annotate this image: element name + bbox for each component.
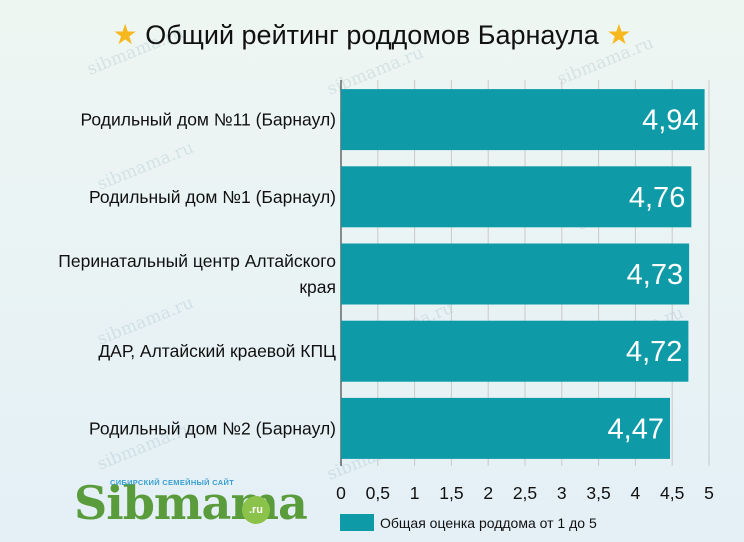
data-label: 4,94 (642, 105, 698, 137)
bar (341, 166, 692, 228)
tick-label: 2 (483, 483, 493, 503)
bar (341, 397, 670, 459)
legend-swatch (340, 514, 374, 531)
tick-label: 5 (704, 483, 714, 503)
star-icon: ★ (606, 19, 632, 50)
category-label: Перинатальный центр Алтайского (58, 251, 336, 271)
category-label: края (299, 277, 336, 297)
tick-label: 1 (410, 483, 420, 503)
tick-label: 0 (336, 483, 346, 503)
tick-label: 2,5 (513, 483, 537, 503)
logo-ru-badge: .ru (242, 496, 270, 524)
tick-label: 4,5 (660, 483, 684, 503)
chart-title-text: Общий рейтинг роддомов Барнаула (145, 20, 599, 50)
tick-label: 1,5 (439, 483, 463, 503)
data-label: 4,73 (627, 259, 683, 291)
logo-tagline: СИБИРСКИЙ СЕМЕЙНЫЙ САЙТ (110, 478, 235, 487)
bar (341, 320, 689, 382)
category-label: Родильный дом №1 (Барнаул) (89, 187, 336, 207)
legend: Общая оценка роддома от 1 до 5 (340, 514, 597, 531)
bar (341, 89, 705, 151)
category-label: ДАР, Алтайский краевой КПЦ (98, 341, 336, 361)
category-label: Родильный дом №11 (Барнаул) (81, 110, 336, 130)
sibmama-logo: Sibmama СИБИРСКИЙ СЕМЕЙНЫЙ САЙТ .ru (72, 472, 308, 532)
tick-label: 4 (631, 483, 641, 503)
star-icon: ★ (112, 19, 138, 50)
tick-label: 3 (557, 483, 567, 503)
data-label: 4,72 (626, 336, 682, 368)
tick-label: 3,5 (586, 483, 610, 503)
chart-title: ★ Общий рейтинг роддомов Барнаула ★ (0, 18, 744, 51)
tick-label: 0,5 (366, 483, 390, 503)
data-label: 4,47 (608, 413, 664, 445)
legend-label: Общая оценка роддома от 1 до 5 (380, 514, 597, 531)
data-label: 4,76 (629, 182, 685, 214)
watermark: sibmama.ru (554, 33, 656, 90)
category-label: Родильный дом №2 (Барнаул) (89, 418, 336, 438)
bar (341, 243, 690, 305)
logo-brand: Sibmama (74, 476, 308, 530)
watermark: sibmama.ru (84, 23, 186, 80)
